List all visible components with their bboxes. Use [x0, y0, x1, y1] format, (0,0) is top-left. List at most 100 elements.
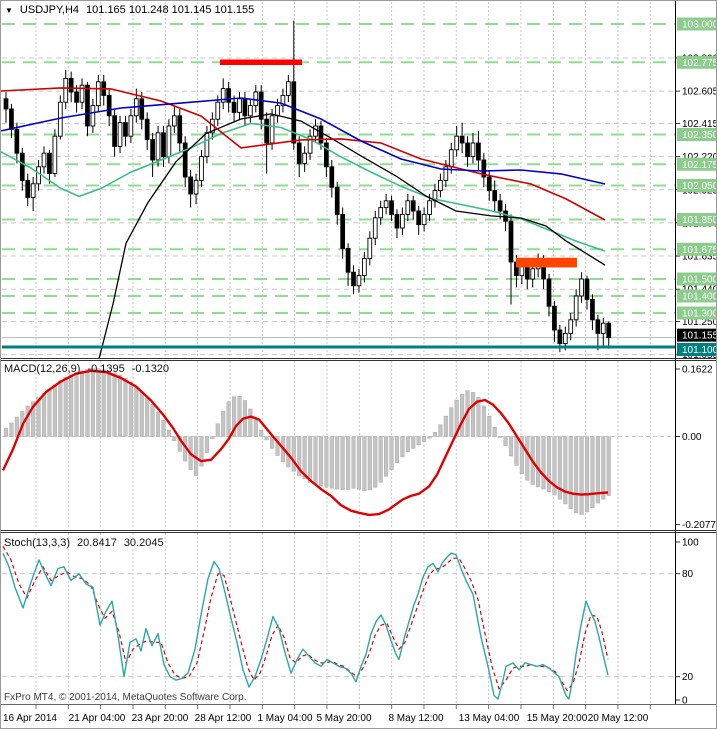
candlestick — [226, 88, 231, 103]
candlestick — [459, 135, 465, 144]
candlestick — [573, 295, 579, 321]
candlestick — [128, 115, 134, 137]
candlestick — [275, 105, 280, 117]
macd-histogram-bar — [3, 427, 9, 437]
macd-histogram-bar — [123, 377, 128, 437]
candlestick — [36, 166, 41, 185]
candlestick — [85, 84, 90, 127]
candlestick — [90, 105, 96, 127]
panel-splitter[interactable] — [1, 357, 717, 361]
macd-histogram-bar — [79, 370, 85, 437]
candlestick — [394, 213, 400, 229]
time-axis[interactable] — [1, 705, 717, 729]
candlestick — [557, 329, 563, 345]
candlestick — [63, 77, 69, 103]
macd-histogram-bar — [308, 436, 313, 483]
symbol-dropdown-icon[interactable]: ▼ — [5, 5, 13, 15]
candlestick — [508, 220, 514, 263]
candlestick — [579, 278, 584, 297]
candlestick — [443, 166, 449, 181]
macd-histogram-bar — [145, 397, 150, 437]
price-axis-label: 102.415 — [682, 119, 717, 130]
candlestick — [161, 132, 166, 158]
candlestick — [606, 322, 612, 339]
price-axis-label: 102.220 — [682, 152, 717, 163]
time-axis-label: 20 May 12:00 — [588, 713, 649, 724]
macd-histogram-bar — [47, 388, 52, 437]
candlestick — [595, 319, 601, 334]
macd-histogram-bar — [601, 436, 606, 500]
price-level-badge-text: 101.400 — [682, 292, 717, 303]
macd-histogram-bar — [590, 436, 595, 508]
candlestick — [318, 125, 324, 144]
macd-histogram-bar — [557, 436, 562, 500]
candlestick — [47, 152, 52, 175]
time-axis-label: 8 May 12:00 — [388, 713, 443, 724]
candlestick — [188, 176, 193, 195]
candlestick — [19, 152, 25, 181]
macd-histogram-bar — [422, 436, 427, 442]
macd-histogram-bar — [400, 436, 405, 458]
macd-histogram-bar — [454, 399, 459, 437]
candlestick — [171, 115, 177, 127]
macd-histogram-bar — [481, 405, 486, 437]
price-level-badge — [677, 179, 716, 192]
macd-histogram-bar — [389, 436, 394, 470]
macd-histogram-bar — [31, 401, 36, 437]
stoch-indicator-label: Stoch(13,3,3) 20.8417 30.2045 — [4, 537, 164, 549]
candlestick — [486, 176, 492, 192]
candlestick — [30, 183, 36, 198]
candlestick — [600, 322, 606, 334]
macd-histogram-bar — [525, 436, 530, 481]
candlestick — [481, 159, 487, 178]
candlestick — [329, 166, 335, 188]
macd-histogram-bar — [595, 436, 600, 504]
price-level-badge-text: 103.000 — [682, 20, 717, 31]
price-axis[interactable] — [676, 1, 717, 705]
price-level-badge — [677, 242, 716, 256]
candlestick — [258, 91, 264, 120]
time-axis-label: 15 May 20:00 — [527, 713, 588, 724]
macd-histogram-bar — [405, 436, 410, 453]
macd-histogram-bar — [210, 436, 215, 439]
candlestick — [378, 207, 384, 219]
candlestick — [14, 128, 20, 154]
macd-histogram-bar — [107, 370, 112, 437]
ma-red-line — [1, 87, 606, 221]
macd-histogram-bar — [541, 436, 546, 490]
teal-level-badge — [677, 343, 716, 356]
stoch-name: Stoch(13,3,3) — [4, 537, 71, 549]
price-level-badge — [677, 157, 716, 171]
macd-histogram-bar — [552, 436, 557, 496]
candlestick — [454, 135, 460, 151]
macd-histogram-bar — [101, 369, 106, 437]
price-axis-label: 101.635 — [682, 252, 717, 263]
candlestick — [79, 84, 85, 103]
macd-histogram-bar — [112, 372, 117, 437]
candlestick — [199, 156, 204, 181]
macd-histogram-bar — [117, 374, 123, 437]
macd-histogram-bar — [574, 436, 579, 514]
macd-histogram-bar — [264, 436, 269, 441]
candlestick — [383, 200, 389, 209]
candlestick — [253, 91, 259, 107]
macd-histogram-bar — [498, 436, 503, 438]
candlestick — [144, 118, 150, 141]
macd-histogram-bar — [297, 436, 302, 476]
macd-histogram-bar — [275, 436, 280, 456]
chart-title: ▼ USDJPY,H4 101.165 101.248 101.145 101.… — [5, 4, 254, 16]
panel-splitter[interactable] — [1, 529, 717, 533]
candlestick — [356, 275, 362, 287]
copyright-text: FxPro MT4, © 2001-2014, MetaQuotes Softw… — [4, 692, 247, 703]
macd-histogram-bar — [58, 380, 63, 437]
bid-price-badge-text: 101.155 — [682, 331, 717, 342]
candlestick — [139, 98, 145, 120]
candlestick — [492, 190, 498, 202]
macd-histogram-bar — [41, 393, 47, 437]
candlestick — [584, 278, 590, 300]
candlestick — [345, 247, 351, 273]
macd-histogram-bar — [155, 411, 161, 437]
time-axis-label: 1 May 04:00 — [257, 713, 312, 724]
macd-histogram-bar — [226, 401, 231, 437]
